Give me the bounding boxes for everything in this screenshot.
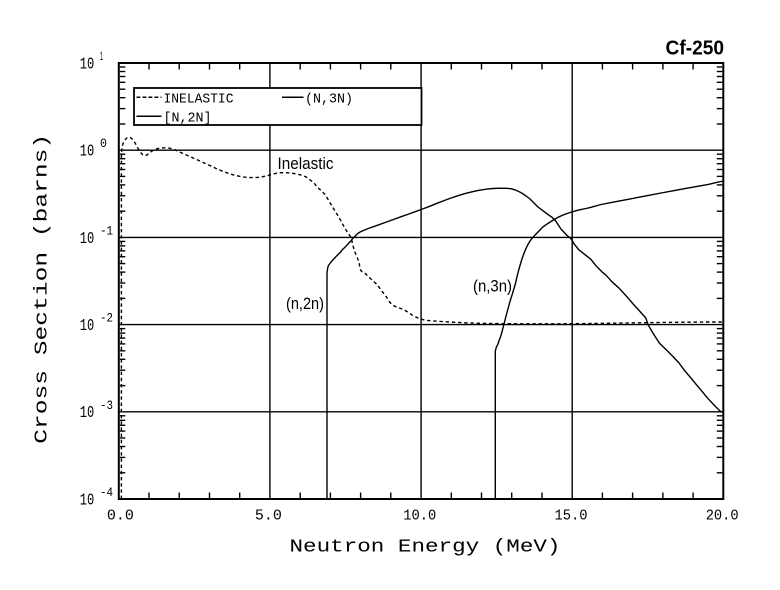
svg-text:20.0: 20.0	[706, 508, 739, 525]
svg-text:0: 0	[100, 136, 107, 151]
svg-text:Cf-250: Cf-250	[666, 38, 725, 60]
svg-text:INELASTIC: INELASTIC	[164, 92, 234, 108]
svg-text:Inelastic: Inelastic	[278, 154, 334, 173]
svg-text:Neutron Energy (MeV): Neutron Energy (MeV)	[290, 538, 561, 558]
svg-text:[N,2N]: [N,2N]	[164, 111, 212, 127]
svg-text:10: 10	[80, 317, 95, 336]
svg-text:10: 10	[80, 404, 95, 423]
svg-text:Cross Section (barns): Cross Section (barns)	[33, 134, 53, 444]
svg-text:(n,3n): (n,3n)	[473, 277, 512, 296]
svg-text:10: 10	[80, 143, 95, 162]
svg-text:-4: -4	[100, 485, 113, 500]
svg-text:10: 10	[80, 230, 95, 249]
svg-text:1: 1	[100, 49, 103, 64]
svg-text:15.0: 15.0	[555, 508, 588, 525]
svg-text:-1: -1	[100, 223, 113, 238]
svg-text:10.0: 10.0	[403, 508, 436, 525]
svg-text:-2: -2	[100, 311, 113, 326]
svg-text:5.0: 5.0	[255, 508, 282, 525]
svg-text:(N,3N): (N,3N)	[305, 92, 353, 108]
svg-text:-3: -3	[100, 398, 113, 413]
svg-text:10: 10	[80, 491, 95, 510]
svg-text:0.0: 0.0	[107, 508, 134, 525]
svg-text:(n,2n): (n,2n)	[286, 294, 324, 313]
svg-text:10: 10	[80, 55, 95, 74]
